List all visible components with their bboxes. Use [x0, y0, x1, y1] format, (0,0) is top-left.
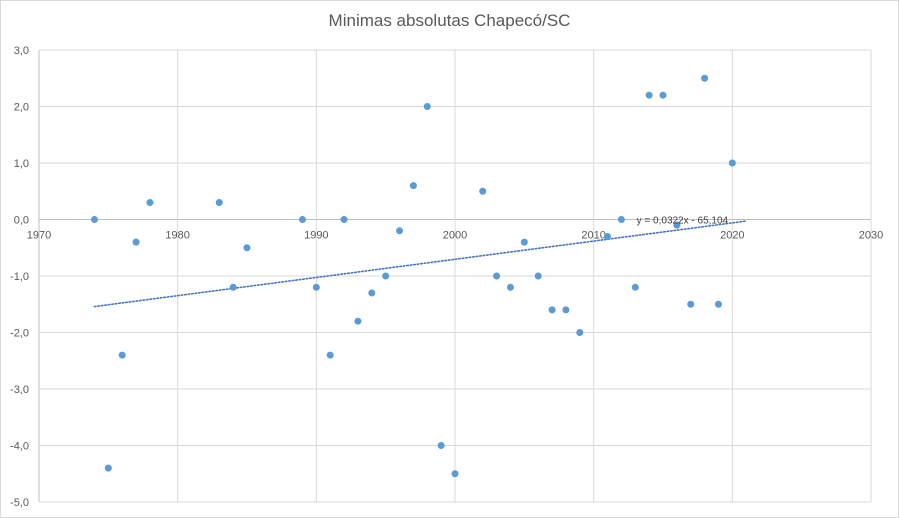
- y-tick-label: -5,0: [10, 497, 29, 509]
- data-point: [90, 216, 98, 223]
- x-tick-label: 2000: [443, 230, 467, 242]
- y-tick-label: 1,0: [14, 158, 29, 170]
- data-point: [728, 159, 736, 167]
- data-point: [604, 232, 612, 240]
- data-point: [479, 187, 487, 195]
- data-point: [562, 306, 570, 314]
- data-point: [701, 74, 709, 82]
- data-point: [423, 103, 431, 110]
- data-point: [520, 238, 528, 246]
- data-point: [437, 442, 445, 449]
- data-point: [506, 283, 514, 291]
- data-point: [631, 283, 639, 291]
- y-tick-label: -1,0: [10, 271, 29, 283]
- chart-title: Minimas absolutas Chapecó/SC: [328, 11, 571, 30]
- data-point: [409, 182, 417, 190]
- y-tick-label: -4,0: [10, 441, 29, 453]
- x-tick-label: 2010: [581, 230, 605, 242]
- data-point: [382, 272, 390, 280]
- x-tick-label: 1990: [304, 230, 328, 242]
- data-point: [493, 272, 501, 280]
- y-tick-label: 2,0: [14, 102, 29, 114]
- data-point: [714, 300, 722, 308]
- x-tick-label: 2020: [720, 230, 744, 242]
- y-tick-label: 0,0: [14, 215, 29, 227]
- x-tick-label: 1980: [165, 230, 189, 242]
- data-point: [326, 351, 334, 359]
- data-point: [229, 283, 237, 291]
- x-tick-label: 1970: [27, 230, 51, 242]
- x-tick-label: 2030: [859, 230, 883, 242]
- data-point: [368, 289, 376, 297]
- data-point: [617, 216, 625, 223]
- data-point: [534, 272, 542, 280]
- data-point: [354, 317, 362, 325]
- trendline: [93, 220, 748, 308]
- data-point: [298, 216, 306, 223]
- data-point: [132, 238, 140, 246]
- data-point: [396, 227, 404, 235]
- data-point: [312, 283, 320, 291]
- data-point: [215, 199, 223, 207]
- data-point: [118, 351, 126, 359]
- data-point: [243, 244, 251, 252]
- data-point: [659, 91, 667, 99]
- trendline-equation: y = 0,0322x - 65,104: [637, 216, 729, 227]
- data-point: [645, 91, 653, 99]
- data-point: [104, 464, 112, 472]
- data-point: [340, 216, 348, 223]
- data-point: [687, 300, 695, 308]
- data-point: [576, 329, 584, 336]
- data-point: [451, 470, 459, 478]
- data-point: [673, 221, 681, 229]
- y-tick-label: 3,0: [14, 45, 29, 57]
- y-tick-label: -3,0: [10, 384, 29, 396]
- data-point: [146, 199, 154, 207]
- data-point: [548, 306, 556, 314]
- y-tick-label: -2,0: [10, 328, 29, 340]
